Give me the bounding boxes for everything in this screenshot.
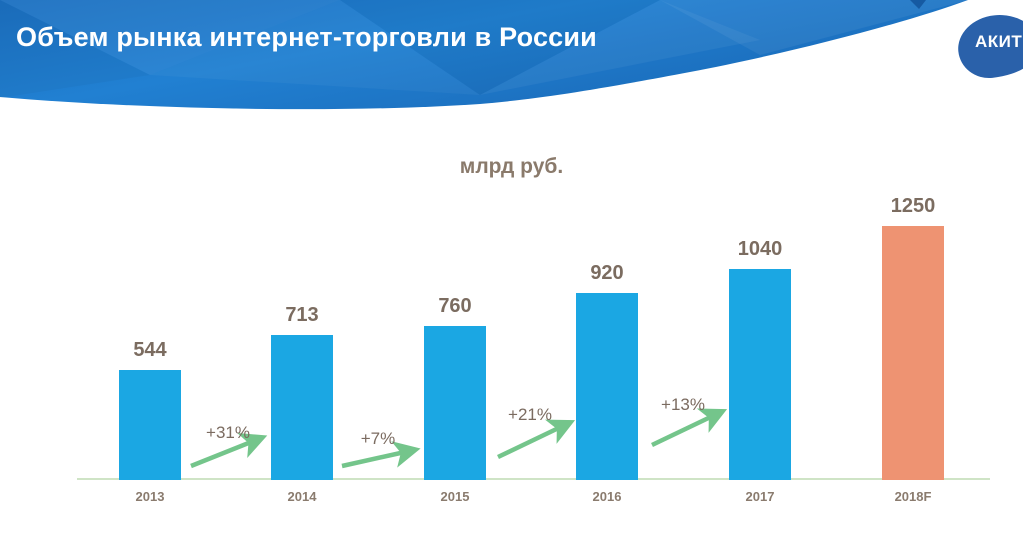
value-label-2013: 544 — [133, 339, 167, 361]
axis-label-2016: 2016 — [592, 489, 622, 504]
value-label-2018F: 1250 — [890, 195, 936, 217]
growth-label-2014-2015: +7% — [360, 429, 396, 448]
axis-label-2017: 2017 — [745, 489, 775, 504]
bar-2016 — [576, 293, 638, 480]
header-banner: Объем рынка интернет-торговли в России — [0, 0, 1023, 130]
growth-arrow-2014-2015 — [341, 441, 421, 469]
page-title: Объем рынка интернет-торговли в России — [16, 22, 597, 52]
growth-label-2016-2017: +13% — [661, 395, 705, 414]
value-label-2017: 1040 — [737, 238, 783, 260]
bar-2014 — [271, 335, 333, 480]
x-axis-line — [77, 478, 990, 480]
value-label-2014: 713 — [285, 304, 319, 326]
axis-label-2013: 2013 — [135, 489, 165, 504]
value-label-2016: 920 — [590, 262, 624, 284]
growth-label-2013-2014: +31% — [206, 423, 250, 442]
growth-arrow-2016-2017 — [651, 408, 728, 448]
bar-2015 — [424, 326, 486, 480]
growth-label-2015-2016: +21% — [508, 405, 552, 424]
bar-2013 — [119, 370, 181, 480]
axis-label-2015: 2015 — [440, 489, 470, 504]
growth-arrow-2015-2016 — [497, 419, 576, 460]
bar-2018F — [882, 226, 944, 480]
bar-2017 — [729, 269, 791, 480]
axis-label-2018F: 2018F — [894, 489, 932, 504]
axis-label-2014: 2014 — [287, 489, 317, 504]
banner-background — [0, 0, 968, 110]
chart-title: млрд руб. — [459, 155, 564, 178]
value-label-2015: 760 — [438, 295, 472, 317]
